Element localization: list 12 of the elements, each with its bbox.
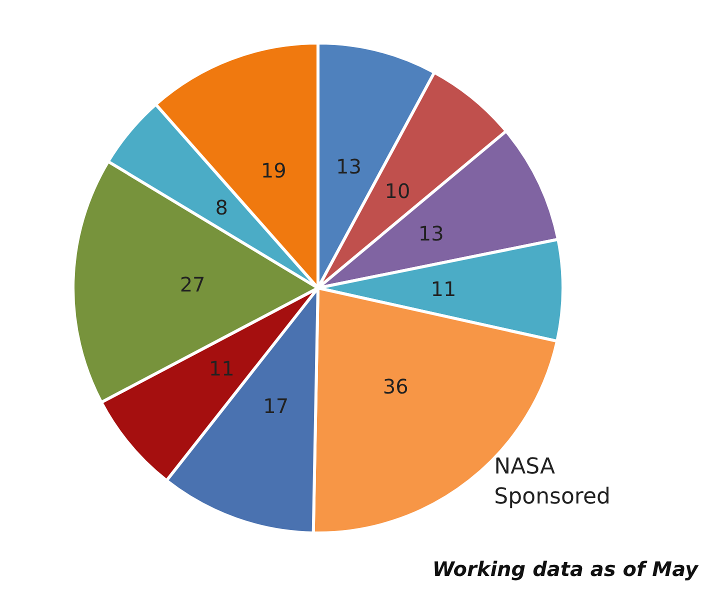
data-label: 11 [208,356,234,380]
data-label: 13 [418,222,444,246]
data-label: 8 [215,196,228,220]
data-label: 11 [430,277,456,302]
text: Working data as of May [432,557,699,581]
data-label: 19 [260,158,286,183]
data-label: 36 [382,374,408,399]
data-label: 13 [336,154,362,178]
data-label: 27 [180,272,206,296]
data-label: 10 [384,178,410,203]
data-label: 17 [263,394,289,418]
slice-label: NASA Sponsored [494,454,611,510]
